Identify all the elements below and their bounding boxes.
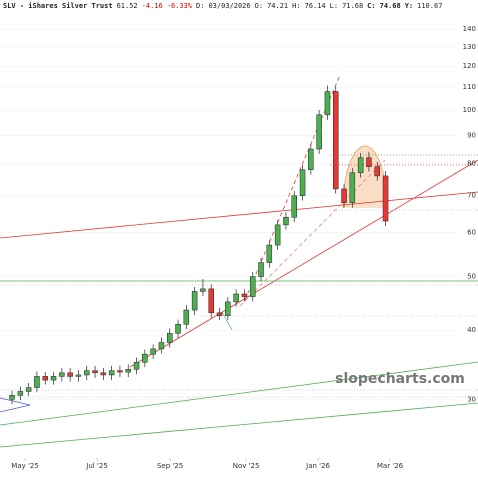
open-label: O:	[254, 2, 264, 10]
candle-body	[374, 166, 380, 177]
x-tick-label: Nov '25	[233, 462, 260, 470]
candle-body	[142, 353, 148, 363]
trend-line	[221, 311, 233, 331]
channel-line	[0, 402, 478, 448]
y-tick-label: 90	[467, 131, 476, 139]
candle-body	[133, 362, 140, 370]
y-tick-label: 120	[463, 62, 476, 70]
year-high: 110.67	[417, 2, 443, 10]
year-high-label: Y:	[404, 2, 414, 10]
candle-body	[382, 175, 389, 222]
candle-body	[9, 395, 15, 400]
trend-line	[0, 191, 478, 239]
candle-body	[216, 312, 223, 316]
candle-body	[42, 376, 48, 381]
candle-body	[349, 172, 356, 203]
candle-body	[17, 391, 24, 396]
open: 74.21	[267, 2, 289, 10]
close: 74.68	[379, 2, 401, 10]
candle-body	[225, 301, 231, 316]
candle-body	[274, 224, 281, 246]
candle-body	[341, 188, 347, 203]
candle-body	[316, 114, 322, 150]
candle-body	[357, 157, 364, 174]
candle-body	[258, 262, 264, 277]
candle-body	[34, 376, 40, 388]
candle-body	[299, 169, 306, 196]
candle-body	[266, 244, 273, 263]
candle-body	[200, 288, 206, 292]
y-tick-label: 70	[467, 192, 476, 200]
y-tick-label: 80	[467, 160, 476, 168]
candle-body	[233, 293, 239, 303]
candle-body	[150, 348, 156, 355]
triangle-pattern	[0, 397, 31, 413]
candle-body	[67, 372, 73, 377]
last-price: 61.52	[116, 2, 138, 10]
candle-body	[332, 91, 339, 190]
trend-line	[129, 159, 478, 368]
y-tick-label: 60	[467, 229, 476, 237]
quote-header: SLV - iShares Silver Trust 61.52 -4.16 -6.3…	[3, 2, 447, 10]
candle-body	[241, 293, 248, 297]
candle-body	[166, 332, 173, 343]
watermark: slopecharts.com	[335, 371, 465, 387]
candle-body	[25, 387, 32, 392]
trend-line	[244, 74, 341, 301]
candle-body	[324, 91, 331, 116]
candle-body	[283, 216, 289, 226]
candle-body	[158, 342, 165, 350]
candle-body	[59, 372, 65, 377]
candle-body	[108, 370, 115, 376]
candles	[9, 85, 389, 405]
low-label: L:	[329, 2, 339, 10]
trend-line	[239, 159, 386, 307]
candle-body	[92, 370, 98, 374]
candle-body	[125, 368, 131, 373]
x-tick-label: Jul '25	[85, 462, 108, 470]
candle-body	[208, 288, 214, 314]
y-tick-label: 110	[463, 83, 476, 91]
x-tick-label: Mar '26	[377, 462, 404, 470]
x-tick-label: May '25	[11, 462, 39, 470]
y-tick-label: 140	[463, 25, 476, 33]
high: 76.14	[304, 2, 326, 10]
candle-body	[249, 276, 256, 297]
candle-body	[291, 195, 297, 218]
change: -4.16	[141, 2, 163, 10]
candle-body	[175, 323, 181, 334]
change-pct: -6.33%	[166, 2, 193, 10]
candle-body	[50, 376, 57, 381]
candle-body	[191, 291, 198, 311]
low: 71.68	[342, 2, 364, 10]
candle-body	[100, 372, 107, 376]
close-label: C:	[367, 2, 376, 10]
candle-body	[183, 309, 190, 325]
symbol: SLV - iShares Silver Trust	[3, 2, 113, 10]
annotations	[0, 74, 478, 448]
candle-body	[366, 157, 372, 167]
candle-body	[308, 148, 314, 170]
grid	[0, 28, 458, 400]
high-label: H:	[292, 2, 301, 10]
y-tick-label: 50	[467, 273, 476, 281]
y-tick-label: 130	[463, 43, 476, 51]
y-tick-label: 40	[467, 326, 476, 334]
candle-body	[83, 370, 90, 376]
date-label: D:	[196, 2, 205, 10]
x-tick-label: Sep '25	[157, 462, 183, 470]
y-tick-label: 30	[467, 395, 476, 403]
y-tick-label: 100	[463, 106, 476, 114]
channel-line	[0, 361, 478, 426]
x-tick-label: Jan '26	[305, 462, 330, 470]
candle-body	[75, 374, 82, 377]
date: 03/03/2026	[208, 2, 251, 10]
candle-body	[117, 370, 123, 373]
